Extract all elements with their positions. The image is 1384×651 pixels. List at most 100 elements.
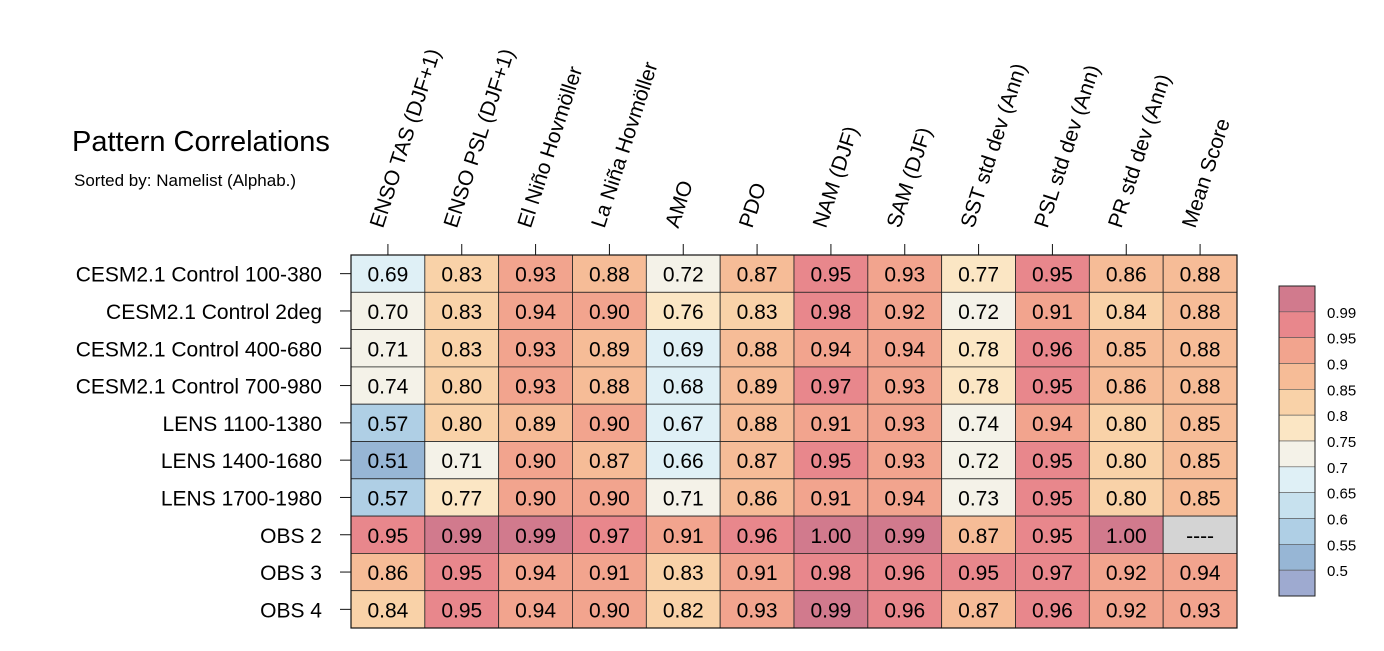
- heatmap-cell: [793, 441, 869, 480]
- heatmap-cell: [350, 515, 426, 554]
- row-label: LENS 1700-1980: [161, 487, 322, 510]
- heatmap-cell: [424, 291, 500, 330]
- cell-value-label: 0.74: [958, 413, 999, 436]
- cell-value-label: 0.77: [441, 487, 482, 510]
- heatmap-cell: [867, 590, 943, 629]
- cell-value-label: 0.80: [1106, 450, 1147, 473]
- column-label: SAM (DJF): [883, 125, 937, 231]
- heatmap-cell: [1088, 366, 1164, 405]
- cell-value-label: 0.95: [1032, 525, 1073, 548]
- heatmap-cell: [350, 366, 426, 405]
- heatmap-cell: [941, 553, 1016, 592]
- row-label: CESM2.1 Control 2deg: [106, 301, 322, 324]
- cell-value-label: 0.92: [1106, 562, 1147, 585]
- cell-value-label: 0.93: [884, 450, 925, 473]
- cell-value-label: 0.98: [810, 301, 851, 324]
- colorbar-swatch: [1278, 518, 1316, 545]
- heatmap-cell: [498, 329, 573, 368]
- heatmap-cell: [1015, 590, 1090, 629]
- cell-value-label: 0.88: [589, 376, 630, 399]
- cell-value-label: 0.97: [1032, 562, 1073, 585]
- cell-value-label: 0.99: [884, 525, 925, 548]
- colorbar-tick-label: 0.9: [1327, 357, 1348, 374]
- cell-value-label: 0.93: [515, 264, 556, 287]
- heatmap-cell: [424, 590, 500, 629]
- cell-value-label: 0.68: [663, 376, 704, 399]
- colorbar-tick-label: 0.75: [1327, 434, 1356, 451]
- cell-value-label: 0.94: [884, 487, 925, 510]
- heatmap-cell: [1088, 553, 1164, 592]
- cell-value-label: 0.73: [958, 487, 999, 510]
- cell-value-label: 0.86: [1106, 264, 1147, 287]
- heatmap-cell: [572, 441, 647, 480]
- heatmap-cell: [1162, 291, 1238, 330]
- heatmap-cell: [1015, 515, 1090, 554]
- cell-value-label: 0.72: [958, 301, 999, 324]
- heatmap-cell: [572, 291, 647, 330]
- row-label: CESM2.1 Control 400-680: [76, 338, 322, 361]
- colorbar-swatch: [1278, 440, 1316, 468]
- cell-value-label: 0.70: [367, 301, 408, 324]
- cell-value-label: 0.85: [1106, 338, 1147, 361]
- cell-value-label: 0.69: [367, 264, 408, 287]
- cell-value-label: 0.94: [515, 599, 556, 622]
- heatmap-cell: [719, 590, 795, 629]
- heatmap-cell: [350, 590, 426, 629]
- heatmap-cell: [350, 553, 426, 592]
- cell-value-label: 0.94: [884, 338, 925, 361]
- colorbar-swatch: [1278, 311, 1316, 338]
- heatmap-cell: [1015, 329, 1090, 368]
- heatmap-cell: [498, 403, 573, 442]
- heatmap-cell: [793, 291, 869, 330]
- cell-value-label: 0.93: [1180, 599, 1221, 622]
- heatmap-cell: [1088, 515, 1164, 554]
- heatmap-cell: [645, 291, 721, 330]
- cell-value-label: 0.66: [663, 450, 704, 473]
- cell-value-label: 0.95: [441, 562, 482, 585]
- colorbar-swatch: [1278, 414, 1316, 442]
- cell-value-label: 0.94: [515, 562, 556, 585]
- chart-subtitle: Sorted by: Namelist (Alphab.): [74, 171, 297, 190]
- heatmap-cell: [1015, 403, 1090, 442]
- cell-value-label: 0.95: [958, 562, 999, 585]
- colorbar-tick-label: 0.8: [1327, 408, 1348, 425]
- heatmap-cell: [867, 441, 943, 480]
- cell-value-label: 0.83: [737, 301, 778, 324]
- heatmap-cell: [941, 403, 1016, 442]
- cell-value-label: 0.96: [1032, 599, 1073, 622]
- cell-value-label: 0.87: [589, 450, 630, 473]
- cell-value-label: 0.87: [737, 450, 778, 473]
- cell-value-label: 0.92: [884, 301, 925, 324]
- cell-value-label: 0.94: [1032, 413, 1073, 436]
- cell-value-label: 0.57: [367, 487, 408, 510]
- cell-value-label: 0.95: [810, 264, 851, 287]
- heatmap-cell: [867, 329, 943, 368]
- cell-value-label: 0.86: [1106, 376, 1147, 399]
- cell-value-label: 0.87: [958, 525, 999, 548]
- heatmap-cell: [1088, 254, 1164, 293]
- heatmap-cell: [572, 329, 647, 368]
- cell-value-label: 0.71: [663, 487, 704, 510]
- cell-value-label: 0.51: [367, 450, 408, 473]
- cell-value-label: 0.92: [1106, 599, 1147, 622]
- cell-value-label: 0.89: [589, 338, 630, 361]
- cell-value-label: 0.98: [810, 562, 851, 585]
- heatmap-cell: [941, 515, 1016, 554]
- heatmap-cell: [793, 254, 869, 293]
- cell-value-label: 0.88: [589, 264, 630, 287]
- heatmap-cell: [793, 329, 869, 368]
- colorbar-tick-label: 0.99: [1327, 305, 1356, 322]
- heatmap-cell: [719, 291, 795, 330]
- heatmap-cell: [793, 478, 869, 517]
- cell-value-label: 0.85: [1180, 413, 1221, 436]
- cell-value-label: 0.72: [663, 264, 704, 287]
- cell-value-label: 0.96: [1032, 338, 1073, 361]
- heatmap-cell: [867, 403, 943, 442]
- cell-value-label: 0.89: [737, 376, 778, 399]
- column-label: El Niño Hovmöller: [513, 64, 587, 231]
- heatmap-cell: [867, 478, 943, 517]
- cell-value-label: 0.91: [589, 562, 630, 585]
- column-label: PR std dev (Ann): [1104, 71, 1175, 230]
- cell-value-label: 0.99: [515, 525, 556, 548]
